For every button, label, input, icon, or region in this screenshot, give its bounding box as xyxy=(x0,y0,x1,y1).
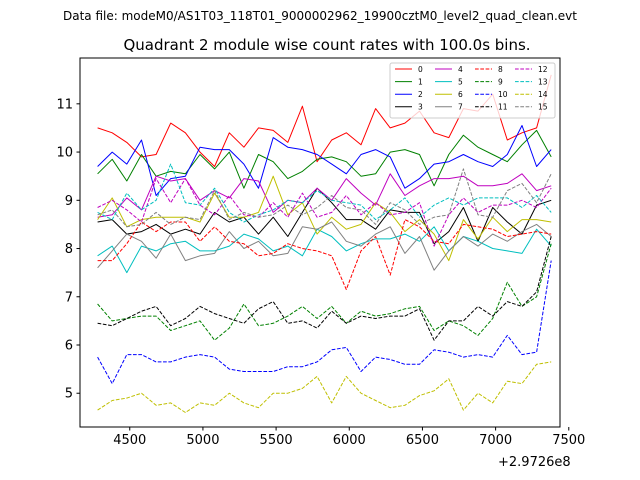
x-tick-label: 6500 xyxy=(406,433,439,448)
legend-label-module-15: 15 xyxy=(538,103,548,112)
x-tick-label: 7500 xyxy=(552,433,585,448)
series-line-module-12 xyxy=(97,178,552,247)
y-tick-label: 8 xyxy=(65,242,73,257)
legend-label-module-4: 4 xyxy=(458,65,463,74)
legend-label-module-0: 0 xyxy=(418,65,423,74)
series-line-module-8 xyxy=(97,219,552,290)
series-line-module-14 xyxy=(97,361,552,413)
x-tick-label: 5000 xyxy=(186,433,219,448)
series-line-module-7 xyxy=(97,221,552,271)
legend-label-module-3: 3 xyxy=(418,103,423,112)
legend-label-module-10: 10 xyxy=(498,90,508,99)
y-tick-label: 6 xyxy=(65,339,73,354)
x-tick-label: 5500 xyxy=(260,433,293,448)
legend-label-module-1: 1 xyxy=(418,77,423,86)
x-tick-label: 6000 xyxy=(333,433,366,448)
legend-label-module-9: 9 xyxy=(498,77,503,86)
x-tick-label: 4500 xyxy=(113,433,146,448)
y-tick-label: 11 xyxy=(56,97,73,112)
series-line-module-10 xyxy=(97,260,552,385)
legend-label-module-7: 7 xyxy=(458,103,463,112)
legend-box xyxy=(389,62,556,119)
legend-label-module-8: 8 xyxy=(498,65,503,74)
legend-label-module-12: 12 xyxy=(538,65,548,74)
y-tick-label: 10 xyxy=(56,146,73,161)
series-line-module-2 xyxy=(97,125,552,196)
legend-label-module-2: 2 xyxy=(418,90,423,99)
chart-title: Quadrant 2 module wise count rates with … xyxy=(123,36,530,54)
series-line-module-15 xyxy=(97,168,552,228)
series-line-module-5 xyxy=(97,226,552,274)
plot-area xyxy=(97,74,552,413)
legend-label-module-6: 6 xyxy=(458,90,463,99)
legend-label-module-5: 5 xyxy=(458,77,463,86)
x-axis-offset-label: +2.9726e8 xyxy=(498,455,571,470)
data-file-subtitle: Data file: modeM0/AS1T03_118T01_90000029… xyxy=(63,9,577,23)
series-line-module-9 xyxy=(97,243,552,341)
x-tick-label: 7000 xyxy=(479,433,512,448)
y-tick-label: 9 xyxy=(65,194,73,209)
legend-label-module-11: 11 xyxy=(498,103,508,112)
legend-label-module-13: 13 xyxy=(538,77,548,86)
series-line-module-4 xyxy=(97,173,552,218)
axes-frame xyxy=(79,57,561,428)
y-tick-label: 5 xyxy=(65,387,73,402)
legend-label-module-14: 14 xyxy=(538,90,548,99)
y-tick-label: 7 xyxy=(65,290,73,305)
series-line-module-11 xyxy=(97,236,552,341)
series-line-module-13 xyxy=(97,163,552,223)
